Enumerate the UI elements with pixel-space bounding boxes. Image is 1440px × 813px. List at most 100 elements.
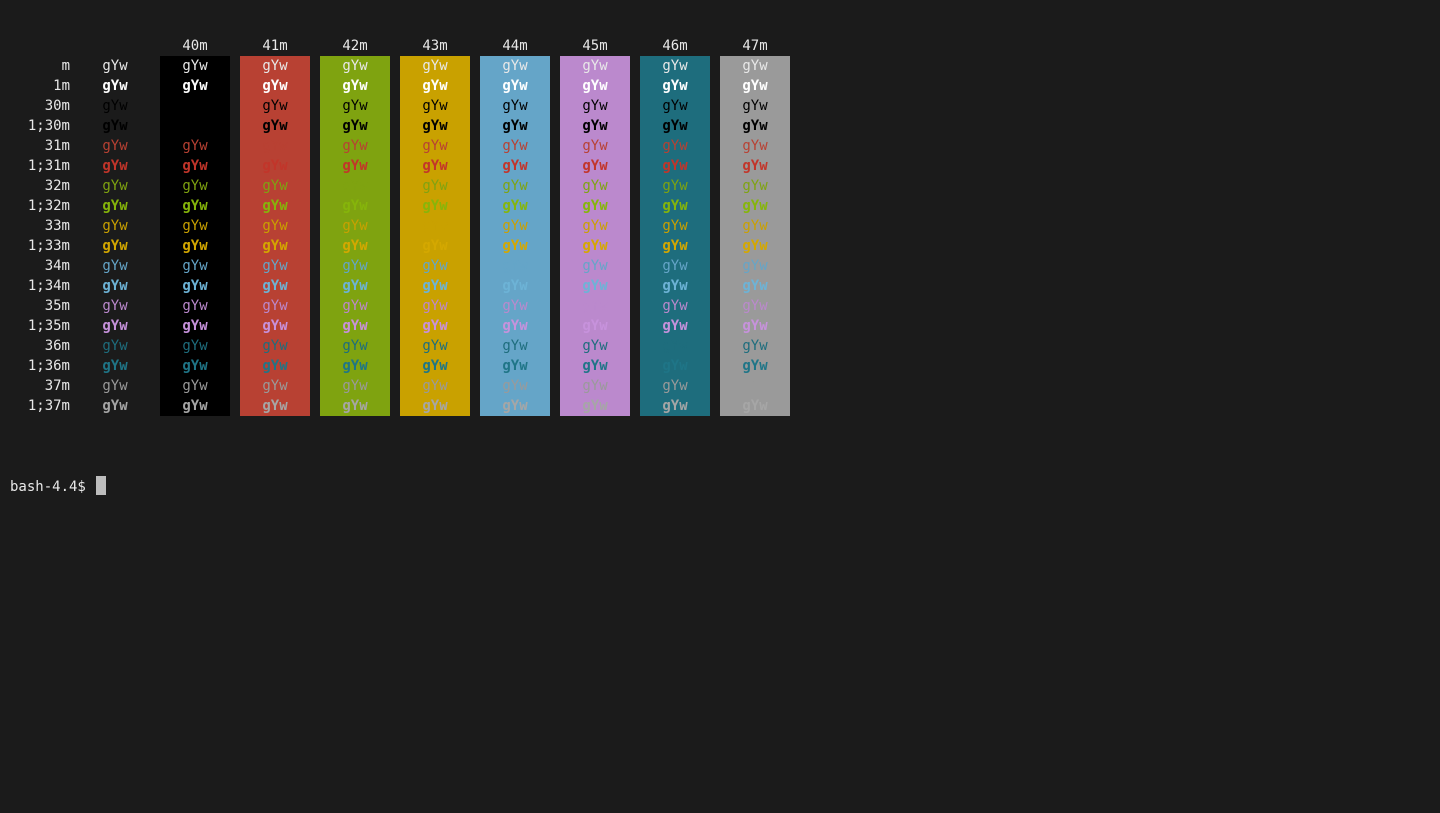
sample-cell: gYw bbox=[262, 398, 288, 414]
sample-cell: gYw bbox=[342, 338, 368, 354]
sample-cell: gYw bbox=[662, 398, 688, 414]
sample-cell: gYw bbox=[422, 78, 448, 94]
sample-cell: gYw bbox=[342, 178, 368, 194]
table-row: 32m gYw gYw gYw gYw gYw gYw gYw gYw gYw bbox=[0, 176, 800, 196]
row-label: 34m bbox=[44, 258, 70, 274]
column-header: 44m bbox=[502, 38, 528, 54]
sample-cell: gYw bbox=[742, 378, 768, 394]
row-label: 1;35m bbox=[27, 318, 70, 334]
sample-cell: gYw bbox=[742, 178, 768, 194]
table-row: 1;32m gYw gYw gYw gYw gYw gYw gYw gYw gYw bbox=[0, 196, 800, 216]
sample-cell: gYw bbox=[582, 318, 608, 334]
sample-cell: gYw bbox=[502, 238, 528, 254]
sample-cell: gYw bbox=[502, 118, 528, 134]
sample-cell: gYw bbox=[502, 138, 528, 154]
sample-cell: gYw bbox=[662, 138, 688, 154]
sample-cell: gYw bbox=[662, 98, 688, 114]
sample-cell: gYw bbox=[742, 298, 768, 314]
sample-cell: gYw bbox=[342, 78, 368, 94]
sample-cell: gYw bbox=[662, 298, 688, 314]
sample-cell-default-bg: gYw bbox=[102, 58, 128, 74]
column-header: 41m bbox=[262, 38, 288, 54]
sample-cell: gYw bbox=[502, 318, 528, 334]
sample-cell-default-bg: gYw bbox=[102, 258, 128, 274]
sample-cell-default-bg: gYw bbox=[102, 78, 128, 94]
sample-cell: gYw bbox=[262, 318, 288, 334]
table-row: 1;34m gYw gYw gYw gYw gYw gYw gYw gYw gYw bbox=[0, 276, 800, 296]
sample-cell: gYw bbox=[742, 98, 768, 114]
sample-cell: gYw bbox=[342, 118, 368, 134]
bg-column-42m bbox=[320, 56, 390, 416]
sample-cell: gYw bbox=[262, 178, 288, 194]
sample-cell: gYw bbox=[582, 238, 608, 254]
sample-cell: gYw bbox=[742, 398, 768, 414]
sample-cell: gYw bbox=[422, 158, 448, 174]
sample-cell: gYw bbox=[582, 178, 608, 194]
sample-cell: gYw bbox=[342, 198, 368, 214]
column-header: 43m bbox=[422, 38, 448, 54]
sample-cell: gYw bbox=[582, 338, 608, 354]
sample-cell: gYw bbox=[582, 78, 608, 94]
row-label: 1;33m bbox=[27, 238, 70, 254]
sample-cell: gYw bbox=[422, 338, 448, 354]
sample-cell: gYw bbox=[502, 218, 528, 234]
sample-cell-default-bg: gYw bbox=[102, 238, 128, 254]
sample-cell: gYw bbox=[662, 118, 688, 134]
row-label: 1;32m bbox=[27, 198, 70, 214]
table-row: 36m gYw gYw gYw gYw gYw gYw gYw gYw gYw bbox=[0, 336, 800, 356]
sample-cell: gYw bbox=[182, 98, 208, 114]
sample-cell: gYw bbox=[582, 58, 608, 74]
sample-cell: gYw bbox=[182, 218, 208, 234]
sample-cell: gYw bbox=[662, 158, 688, 174]
sample-cell: gYw bbox=[502, 378, 528, 394]
sample-cell: gYw bbox=[262, 378, 288, 394]
sample-cell: gYw bbox=[342, 238, 368, 254]
column-header: 45m bbox=[582, 38, 608, 54]
sample-cell: gYw bbox=[262, 258, 288, 274]
sample-cell-default-bg: gYw bbox=[102, 138, 128, 154]
column-header: 46m bbox=[662, 38, 688, 54]
sample-cell: gYw bbox=[342, 278, 368, 294]
sample-cell: gYw bbox=[422, 278, 448, 294]
sample-cell: gYw bbox=[342, 138, 368, 154]
bg-column-47m bbox=[720, 56, 790, 416]
sample-cell-default-bg: gYw bbox=[102, 218, 128, 234]
column-header: 47m bbox=[742, 38, 768, 54]
shell-prompt[interactable]: bash-4.4$ bbox=[10, 476, 106, 497]
sample-cell: gYw bbox=[262, 158, 288, 174]
sample-cell: gYw bbox=[502, 358, 528, 374]
sample-cell: gYw bbox=[582, 358, 608, 374]
sample-cell: gYw bbox=[262, 118, 288, 134]
table-row: 1;36m gYw gYw gYw gYw gYw gYw gYw gYw gYw bbox=[0, 356, 800, 376]
sample-cell: gYw bbox=[342, 298, 368, 314]
sample-cell: gYw bbox=[422, 398, 448, 414]
row-label: 1;37m bbox=[27, 398, 70, 414]
sample-cell: gYw bbox=[262, 278, 288, 294]
sample-cell: gYw bbox=[582, 138, 608, 154]
sample-cell: gYw bbox=[502, 278, 528, 294]
sample-cell: gYw bbox=[582, 298, 608, 314]
table-row: 1;30m gYw gYw gYw gYw gYw gYw gYw gYw gYw bbox=[0, 116, 800, 136]
sample-cell: gYw bbox=[662, 258, 688, 274]
sample-cell: gYw bbox=[502, 158, 528, 174]
row-label: 35m bbox=[44, 298, 70, 314]
sample-cell: gYw bbox=[422, 178, 448, 194]
table-row: 35m gYw gYw gYw gYw gYw gYw gYw gYw gYw bbox=[0, 296, 800, 316]
sample-cell: gYw bbox=[662, 278, 688, 294]
row-label: 32m bbox=[44, 178, 70, 194]
sample-cell: gYw bbox=[422, 238, 448, 254]
sample-cell: gYw bbox=[422, 198, 448, 214]
sample-cell: gYw bbox=[182, 278, 208, 294]
sample-cell-default-bg: gYw bbox=[102, 318, 128, 334]
sample-cell: gYw bbox=[342, 358, 368, 374]
table-row: 1;33m gYw gYw gYw gYw gYw gYw gYw gYw gYw bbox=[0, 236, 800, 256]
sample-cell-default-bg: gYw bbox=[102, 178, 128, 194]
sample-cell: gYw bbox=[342, 158, 368, 174]
sample-cell: gYw bbox=[742, 118, 768, 134]
prompt-text: bash-4.4$ bbox=[10, 479, 86, 495]
sample-cell: gYw bbox=[262, 58, 288, 74]
sample-cell: gYw bbox=[262, 238, 288, 254]
sample-cell: gYw bbox=[422, 378, 448, 394]
sample-cell: gYw bbox=[342, 218, 368, 234]
